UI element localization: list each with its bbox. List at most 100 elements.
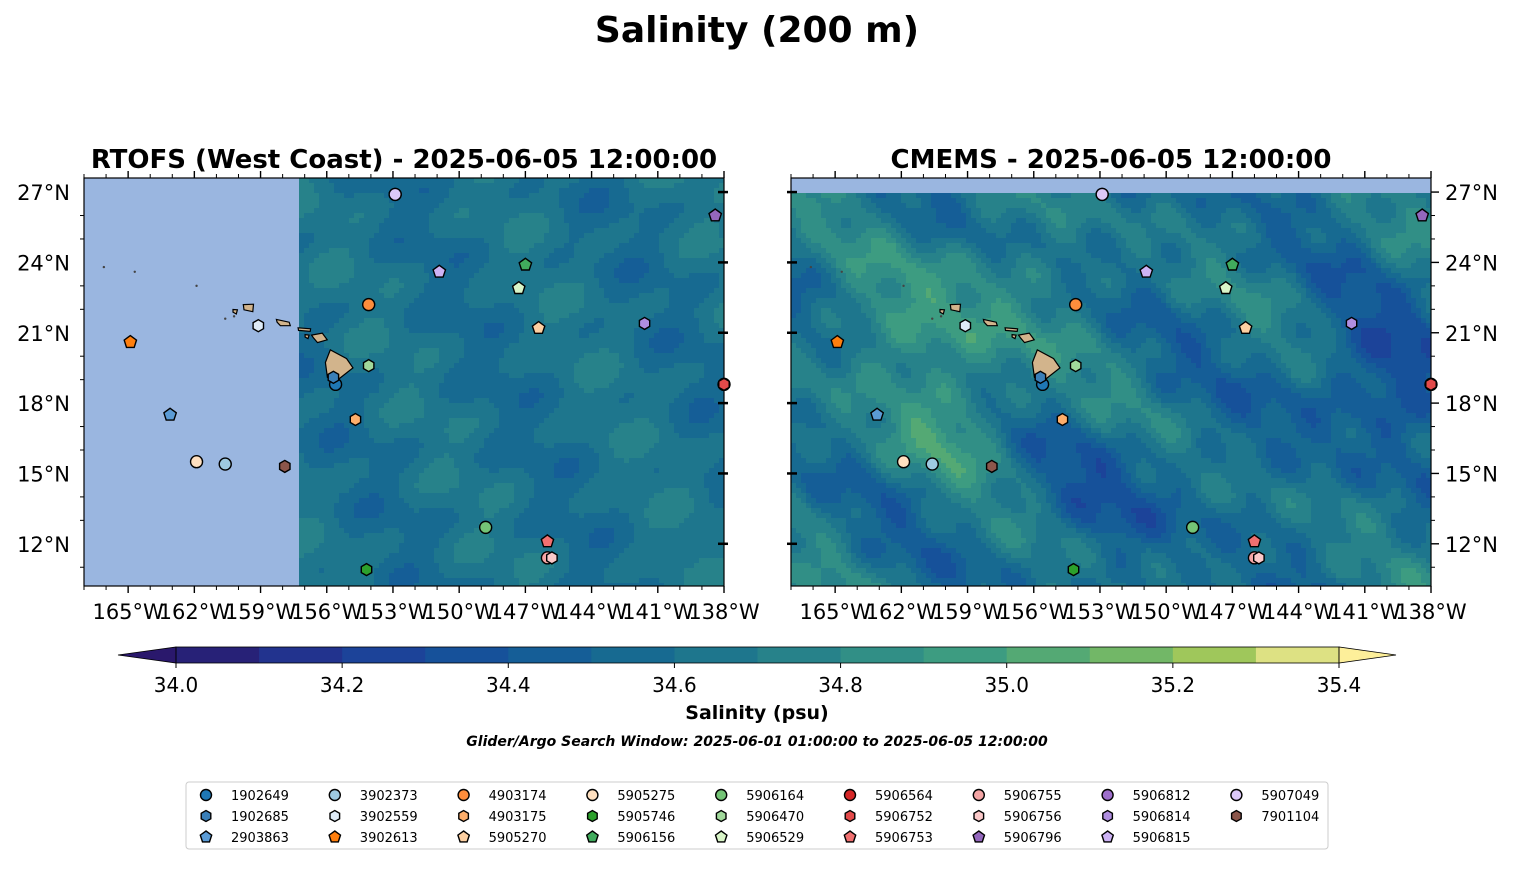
- x-tick-label: 162°W: [159, 600, 231, 624]
- island-land: [297, 327, 312, 333]
- legend-marker-3902559: [329, 809, 341, 823]
- island-land: [1011, 333, 1017, 340]
- colorbar-segment: [342, 647, 426, 663]
- legend-label: 5905270: [489, 831, 547, 846]
- x-tick-label: 138°W: [1395, 600, 1467, 624]
- island-land: [304, 333, 310, 340]
- float-5906752-marker: [718, 377, 730, 392]
- float-3902373-marker: [925, 457, 939, 471]
- legend-box: [185, 781, 1329, 850]
- x-tick-label: 144°W: [556, 600, 628, 624]
- atoll-land: [931, 317, 934, 320]
- y-tick-label: 27°N: [1445, 181, 1498, 205]
- legend-label: 5906752: [875, 810, 933, 825]
- float-4903175-marker: [349, 412, 362, 427]
- legend-label: 5906753: [875, 831, 933, 846]
- float-1902685-marker: [1034, 370, 1047, 385]
- x-tick-label: 165°W: [92, 600, 164, 624]
- legend-item: 5906752: [844, 809, 933, 825]
- legend-item: 5906796: [972, 830, 1062, 846]
- float-5906756-marker: [1252, 551, 1265, 565]
- float-5905270-marker: [531, 320, 546, 334]
- island-land: [1004, 327, 1019, 333]
- legend-marker-3902613: [328, 830, 342, 843]
- atoll-land: [224, 317, 227, 320]
- legend-item: 1902649: [199, 788, 289, 804]
- colorbar-tick-label: 34.6: [652, 673, 697, 697]
- colorbar-segment: [923, 647, 1008, 663]
- colorbar-segment: [1255, 647, 1340, 663]
- legend-item: 5905746: [586, 809, 675, 825]
- float-1902685-marker: [327, 370, 340, 385]
- legend-marker-5906796: [972, 830, 986, 843]
- legend-label: 5905275: [617, 789, 675, 804]
- colorbar-segment: [1006, 647, 1091, 663]
- float-5906529-marker: [1218, 280, 1233, 295]
- legend-label: 4903175: [489, 810, 547, 825]
- atoll-land: [133, 270, 136, 273]
- salinity-field: [791, 178, 1431, 586]
- colorbar-tick-label: 34.2: [320, 673, 365, 697]
- x-tick-label: 147°W: [1197, 600, 1269, 624]
- atoll-land: [939, 315, 943, 318]
- legend-marker-5906753: [843, 830, 857, 843]
- float-3902373-marker: [218, 457, 232, 471]
- y-tick-label: 18°N: [1445, 392, 1498, 416]
- legend-item: 5906812: [1101, 788, 1191, 804]
- legend-item: 4903175: [458, 809, 547, 825]
- legend-marker-5906470: [715, 809, 727, 823]
- legend-item: 5906529: [714, 830, 804, 846]
- float-markers: [830, 187, 1438, 577]
- legend-marker-3902373: [328, 788, 341, 802]
- colorbar-segment: [1172, 647, 1257, 663]
- colorbar-segment: [425, 647, 509, 663]
- island-land: [242, 303, 255, 313]
- float-5906796-marker: [708, 208, 723, 222]
- float-4903175-marker: [1056, 412, 1069, 427]
- float-5905275-marker: [189, 455, 204, 469]
- legend-label: 4903174: [489, 789, 547, 804]
- y-tick-label: 18°N: [17, 392, 70, 416]
- legend-label: 5905746: [617, 810, 675, 825]
- legend-label: 3902559: [360, 810, 418, 825]
- atoll-land: [809, 265, 813, 269]
- legend-label: 3902373: [360, 789, 418, 804]
- legend-marker-5907049: [1230, 788, 1243, 802]
- legend-marker-2903863: [199, 830, 213, 843]
- float-5906156-marker: [518, 257, 533, 271]
- float-5907049-marker: [1095, 187, 1109, 202]
- float-5906164-marker: [1185, 520, 1200, 535]
- colorbar-tick-label: 34.0: [154, 673, 199, 697]
- island-land: [232, 308, 239, 315]
- x-tick-label: 156°W: [998, 600, 1070, 624]
- legend-label: 5906796: [1004, 831, 1062, 846]
- x-tick-label: 153°W: [1064, 600, 1136, 624]
- y-tick-label: 27°N: [17, 181, 70, 205]
- legend-item: 5906470: [715, 809, 804, 825]
- figure-title: Salinity (200 m): [595, 10, 919, 51]
- legend-marker-4903175: [458, 809, 470, 823]
- x-tick-label: 150°W: [423, 600, 495, 624]
- colorbar: 34.0 34.2 34.4 34.6 34.8 35.0 35.2 35.4: [117, 646, 1397, 697]
- float-5906470-marker: [1069, 358, 1082, 373]
- atoll-land: [902, 284, 905, 288]
- legend-label: 5906812: [1133, 789, 1191, 804]
- colorbar-tick-label: 35.0: [984, 673, 1029, 697]
- atoll-land: [195, 284, 198, 288]
- colorbar-tick-label: 34.4: [486, 673, 531, 697]
- legend-label: 7901104: [1261, 810, 1319, 825]
- colorbar-tick-label: 35.2: [1151, 673, 1196, 697]
- legend-item: 5907049: [1230, 788, 1319, 804]
- float-5906814-marker: [1345, 316, 1358, 331]
- legend-marker-5906164: [715, 788, 728, 802]
- legend-marker-1902649: [199, 788, 213, 802]
- float-5906752-marker: [1425, 377, 1437, 392]
- legend-item: 5906756: [973, 809, 1062, 825]
- legend-label: 2903863: [231, 831, 289, 846]
- legend-label: 5906815: [1133, 831, 1191, 846]
- y-tick-label: 21°N: [17, 322, 70, 346]
- colorbar-frame: [175, 646, 1340, 664]
- x-tick-label: 162°W: [866, 600, 938, 624]
- float-7901104-marker: [278, 459, 291, 474]
- float-5906753-marker: [1247, 534, 1262, 548]
